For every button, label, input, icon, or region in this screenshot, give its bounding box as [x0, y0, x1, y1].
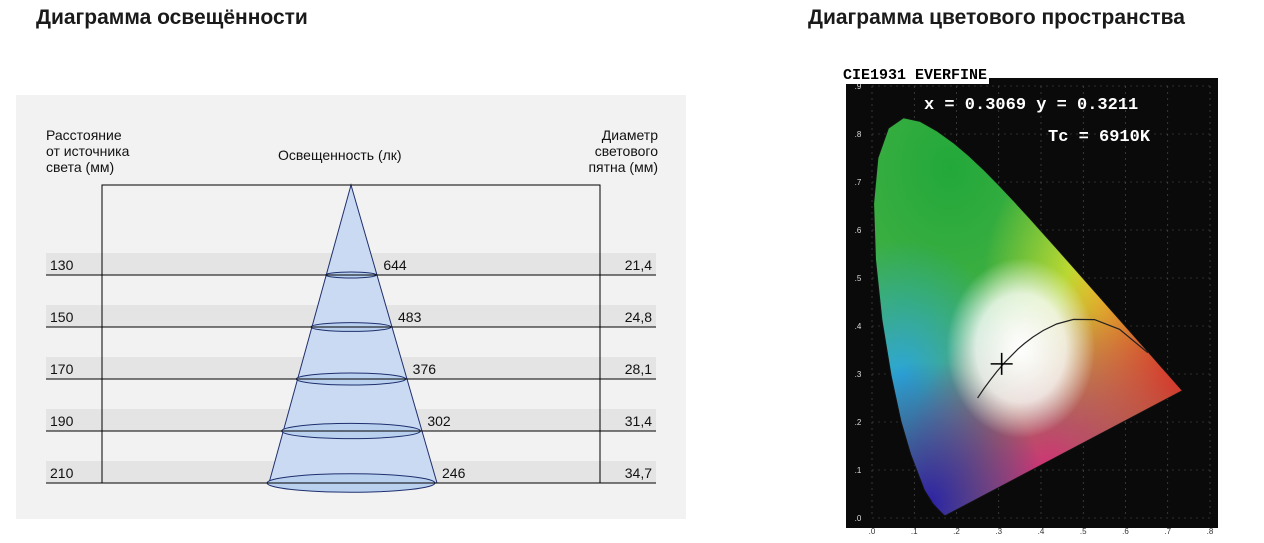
spot-diameter-value: 28,1: [625, 361, 652, 377]
cie-y-tick-label: .6: [855, 226, 862, 235]
distance-header-line: Расстояние: [46, 127, 122, 143]
cie-x-tick-label: .4: [1038, 527, 1045, 536]
cie-x-tick-label: .7: [1164, 527, 1171, 536]
cie-chromaticity-plot: .0 .1 .2 .3 .4 .5 .6 .7 .8 .0 .1 .2 .3 .4 .5 .6 .7 .8 .9: [846, 78, 1218, 536]
color-space-chart-title: Диаграмма цветового пространства: [808, 6, 1185, 29]
illuminance-value: 483: [398, 309, 422, 325]
illuminance-panel: 130 644 21,4 150 483 24,8 170 376 28,1 190 302 31,4…: [16, 95, 686, 519]
planckian-locus: [977, 318, 1149, 399]
distance-value: 150: [50, 309, 74, 325]
distance-header-line: от источника: [46, 143, 130, 159]
distance-value: 210: [50, 465, 74, 481]
illuminance-value: 644: [383, 257, 407, 273]
diameter-column-header: Диаметр светового пятна (мм): [588, 127, 658, 175]
spectral-locus-outline: [873, 117, 1184, 517]
spot-diameter-value: 21,4: [625, 257, 652, 273]
distance-value: 130: [50, 257, 74, 273]
illuminance-column-header: Освещенность (лк): [278, 147, 402, 163]
cie-y-tick-label: .8: [855, 130, 862, 139]
diameter-header-line: светового: [594, 143, 658, 159]
cie-y-tick-label: .9: [855, 82, 862, 91]
diameter-header-line: пятна (мм): [588, 159, 658, 175]
spot-diameter-value: 31,4: [625, 413, 652, 429]
cie-y-tick-label: .1: [855, 466, 862, 475]
cie-y-tick-label: .4: [855, 322, 862, 331]
distance-column-header: Расстояние от источника света (мм): [46, 127, 129, 175]
cie-x-tick-label: .5: [1080, 527, 1087, 536]
cie-x-tick-label: .3: [995, 527, 1002, 536]
chromaticity-coordinates-readout: x = 0.3069 y = 0.3211: [924, 96, 1139, 115]
cie-x-tick-label: .8: [1207, 527, 1214, 536]
spot-diameter-value: 24,8: [625, 309, 652, 325]
spot-diameter-value: 34,7: [625, 465, 652, 481]
cie-y-tick-label: .5: [855, 274, 862, 283]
distance-header-line: света (мм): [46, 159, 115, 175]
cie-x-tick-label: .1: [911, 527, 918, 536]
diameter-header-line: Диаметр: [601, 127, 658, 143]
cie-x-tick-label: .2: [953, 527, 960, 536]
cie-source-label: CIE1931 EVERFINE: [841, 67, 990, 84]
color-temperature-readout: Tc = 6910K: [1048, 128, 1151, 147]
cie-x-tick-label: .0: [869, 527, 876, 536]
cie-y-tick-label: .7: [855, 178, 862, 187]
cie-diagram: .0 .1 .2 .3 .4 .5 .6 .7 .8 .0 .1 .2 .3 .4 .5 .6 .7 .8 .9 C…: [838, 60, 1218, 540]
cie-y-tick-label: .3: [855, 370, 862, 379]
cie-y-tick-label: .2: [855, 418, 862, 427]
distance-value: 190: [50, 413, 74, 429]
illuminance-value: 246: [442, 465, 466, 481]
cie-y-tick-label: .0: [855, 514, 862, 523]
illuminance-diagram: 130 644 21,4 150 483 24,8 170 376 28,1 190 302 31,4…: [46, 183, 656, 493]
illuminance-value: 376: [413, 361, 437, 377]
illuminance-value: 302: [427, 413, 451, 429]
illuminance-chart-title: Диаграмма освещённости: [36, 6, 308, 29]
distance-value: 170: [50, 361, 74, 377]
cie-x-tick-label: .6: [1122, 527, 1129, 536]
